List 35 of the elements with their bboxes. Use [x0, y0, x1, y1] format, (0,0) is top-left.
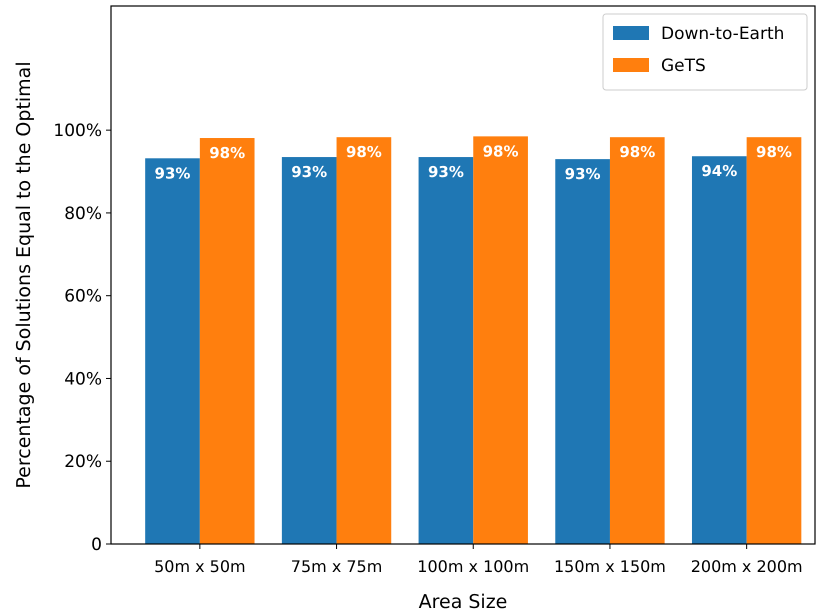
legend-label: GeTS: [661, 56, 706, 76]
y-tick-label: 100%: [53, 121, 102, 142]
x-axis-title: Area Size: [418, 591, 508, 613]
x-tick-label: 150m x 150m: [554, 557, 666, 576]
x-tick-label: 100m x 100m: [417, 557, 530, 576]
y-tick-label: 40%: [64, 369, 102, 390]
data-label: 98%: [482, 142, 519, 160]
bar: [746, 137, 802, 544]
x-tick-label: 75m x 75m: [290, 557, 382, 576]
data-label: 94%: [701, 162, 738, 180]
data-label: 98%: [756, 143, 792, 162]
bar: [336, 137, 392, 544]
y-tick-label: 20%: [64, 452, 102, 472]
bar: [555, 159, 610, 544]
y-axis-title: Percentage of Solutions Equal to the Optimal: [13, 61, 35, 489]
bar: [418, 157, 474, 544]
data-label: 93%: [291, 163, 328, 182]
bar: [610, 137, 665, 544]
y-tick-label: 80%: [64, 204, 102, 224]
x-tick-label: 50m x 50m: [154, 557, 246, 576]
bar: [282, 157, 337, 544]
data-label: 98%: [346, 143, 382, 162]
bar: [692, 156, 747, 544]
x-tick-label: 200m x 200m: [690, 557, 803, 576]
data-label: 98%: [619, 143, 656, 162]
y-tick-label: 60%: [64, 286, 102, 307]
data-label: 93%: [428, 163, 464, 182]
data-label: 98%: [209, 144, 246, 162]
legend-label: Down-to-Earth: [661, 24, 784, 44]
bar: [145, 158, 200, 544]
bar: [473, 136, 528, 544]
y-tick-label: 0: [91, 534, 102, 555]
data-label: 93%: [154, 164, 190, 182]
bar: [200, 138, 255, 544]
data-label: 93%: [564, 165, 601, 184]
